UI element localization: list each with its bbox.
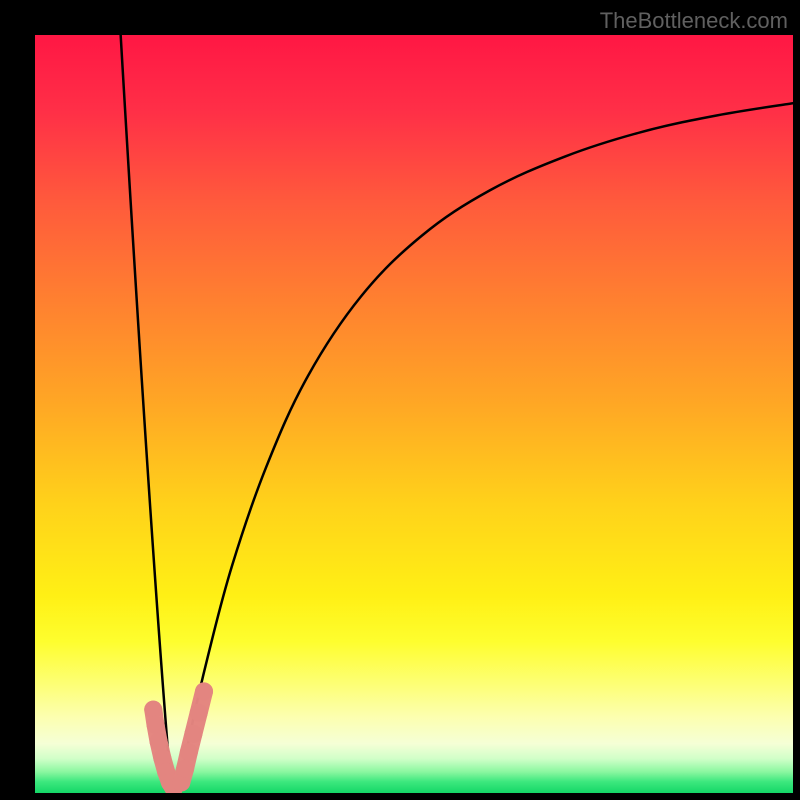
plot-area xyxy=(35,35,793,793)
bottleneck-curve-svg xyxy=(35,35,793,793)
curve-left-branch xyxy=(121,35,172,793)
marker-dot xyxy=(184,725,202,743)
chart-container: TheBottleneck.com xyxy=(0,0,800,800)
marker-dot xyxy=(195,682,213,700)
marker-dot xyxy=(190,704,208,722)
marker-dot xyxy=(147,716,165,734)
marker-dot xyxy=(180,743,198,761)
marker-dot xyxy=(150,732,168,750)
watermark-text: TheBottleneck.com xyxy=(600,8,788,34)
marker-dot xyxy=(176,760,194,778)
curve-right-branch xyxy=(179,103,793,793)
marker-dot xyxy=(144,701,162,719)
